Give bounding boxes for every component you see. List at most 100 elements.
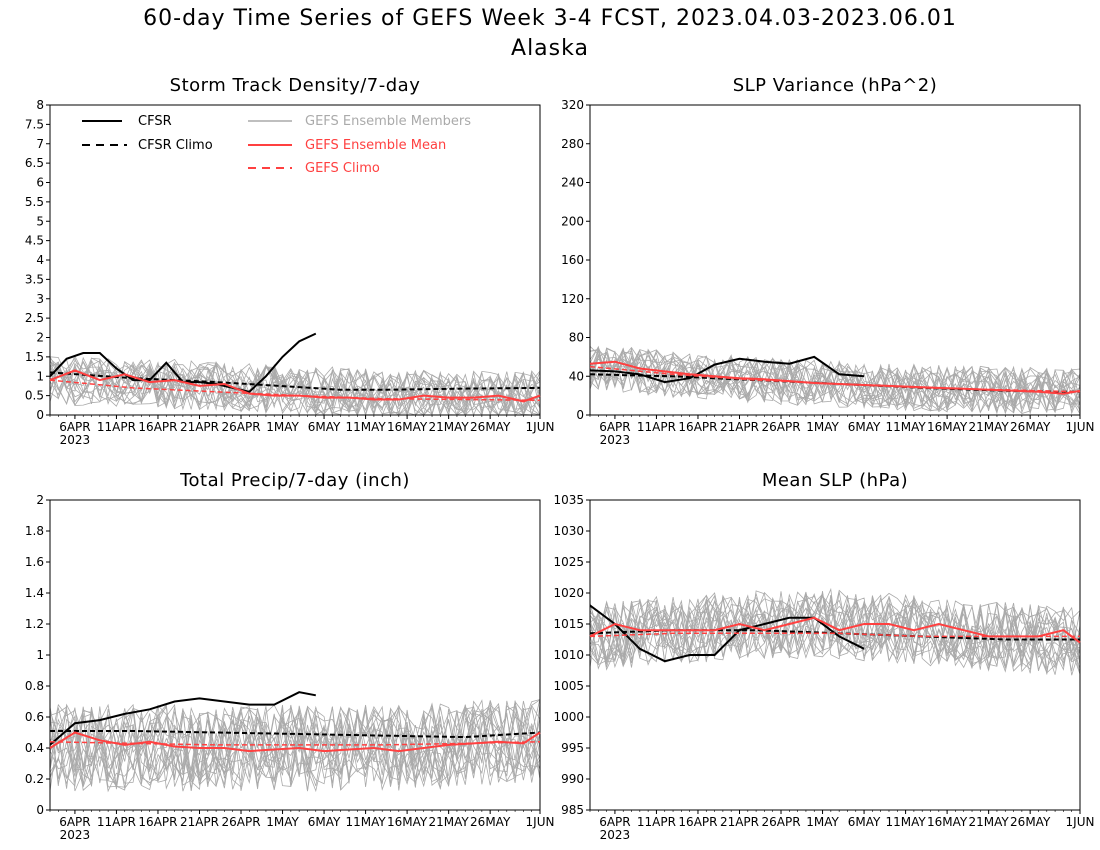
- ytick-label-mean-slp: 995: [561, 741, 584, 755]
- panel-frame-storm-track: [49, 104, 541, 416]
- ytick-label-slp-variance: 40: [569, 369, 584, 383]
- member-line-total-precip: [49, 699, 541, 790]
- legend-cfsr-climo-label: CFSR Climo: [138, 138, 213, 153]
- xtick-label-slp-variance: 26MAY: [1010, 420, 1051, 434]
- xtick-label-total-precip: 11MAY: [345, 815, 386, 829]
- ytick-label-storm-track: 5: [36, 214, 44, 228]
- series-line-total-precip-cfsr-climo: [50, 730, 541, 739]
- ytick-label-storm-track: 2: [36, 331, 44, 345]
- ytick-label-total-precip: 1.2: [25, 617, 44, 631]
- ytick-label-storm-track: 4.5: [25, 234, 44, 248]
- xtick-label-total-precip: 16APR: [138, 815, 177, 829]
- xtick-label-mean-slp: 11APR: [637, 815, 676, 829]
- xtick-label-slp-variance: 1MAY: [806, 420, 839, 434]
- xtick-label-storm-track: 11MAY: [345, 420, 386, 434]
- xtick-label-total-precip: 6MAY: [308, 815, 341, 829]
- xtick-label-total-precip: 16MAY: [387, 815, 428, 829]
- member-line-mean-slp: [589, 595, 1081, 672]
- xtick-year-label-total-precip: 2023: [60, 828, 91, 842]
- chart-title-line2: Alaska: [511, 36, 589, 61]
- xtick-label-total-precip: 6APR: [59, 815, 90, 829]
- ytick-label-storm-track: 6: [36, 176, 44, 190]
- xtick-label-storm-track: 16APR: [138, 420, 177, 434]
- ytick-label-mean-slp: 1000: [553, 710, 584, 724]
- ytick-label-mean-slp: 1025: [553, 555, 584, 569]
- xtick-label-mean-slp: 16APR: [678, 815, 717, 829]
- panel-title-slp-variance: SLP Variance (hPa^2): [733, 75, 938, 96]
- member-line-mean-slp: [589, 594, 1081, 672]
- ytick-label-total-precip: 0.2: [25, 772, 44, 786]
- xtick-label-total-precip: 1JUN: [526, 815, 555, 829]
- ytick-label-total-precip: 1: [36, 648, 44, 662]
- xtick-label-slp-variance: 16MAY: [927, 420, 968, 434]
- ytick-label-mean-slp: 1020: [553, 586, 584, 600]
- xtick-label-storm-track: 6APR: [59, 420, 90, 434]
- legend-cfsr-label: CFSR: [138, 114, 172, 129]
- xtick-label-slp-variance: 6APR: [599, 420, 630, 434]
- xtick-label-total-precip: 26APR: [221, 815, 260, 829]
- member-line-slp-variance: [589, 349, 1081, 411]
- ytick-label-storm-track: 1: [36, 369, 44, 383]
- ytick-label-slp-variance: 0: [576, 408, 584, 422]
- ytick-label-slp-variance: 120: [561, 292, 584, 306]
- legend-gefs-climo-label: GEFS Climo: [305, 161, 380, 176]
- ytick-label-storm-track: 1.5: [25, 350, 44, 364]
- panel-title-storm-track: Storm Track Density/7-day: [170, 75, 421, 96]
- xtick-label-mean-slp: 21APR: [720, 815, 759, 829]
- ytick-label-slp-variance: 240: [561, 176, 584, 190]
- xtick-label-slp-variance: 11MAY: [885, 420, 926, 434]
- ytick-label-total-precip: 0.4: [25, 741, 44, 755]
- ytick-label-mean-slp: 1030: [553, 524, 584, 538]
- series-line-slp-variance-cfsr: [589, 355, 865, 384]
- series-line-total-precip-gefs-climo: [49, 741, 541, 746]
- xtick-label-slp-variance: 1JUN: [1066, 420, 1095, 434]
- member-line-mean-slp: [589, 593, 1081, 672]
- xtick-year-label-mean-slp: 2023: [600, 828, 631, 842]
- member-line-slp-variance: [589, 348, 1081, 414]
- ytick-label-total-precip: 0: [36, 803, 44, 817]
- xtick-label-mean-slp: 16MAY: [927, 815, 968, 829]
- xtick-label-storm-track: 6MAY: [308, 420, 341, 434]
- xtick-label-storm-track: 26APR: [221, 420, 260, 434]
- ytick-label-slp-variance: 160: [561, 253, 584, 267]
- member-line-mean-slp: [589, 590, 1081, 675]
- ytick-label-mean-slp: 1005: [553, 679, 584, 693]
- xtick-label-mean-slp: 26MAY: [1010, 815, 1051, 829]
- member-line-total-precip: [49, 704, 541, 791]
- ytick-label-storm-track: 3: [36, 292, 44, 306]
- xtick-label-total-precip: 11APR: [97, 815, 136, 829]
- member-line-storm-track: [49, 358, 541, 417]
- xtick-label-total-precip: 21MAY: [429, 815, 470, 829]
- xtick-label-slp-variance: 26APR: [761, 420, 800, 434]
- xtick-label-slp-variance: 11APR: [637, 420, 676, 434]
- xtick-label-storm-track: 21MAY: [429, 420, 470, 434]
- ytick-label-slp-variance: 200: [561, 214, 584, 228]
- xtick-label-total-precip: 1MAY: [266, 815, 299, 829]
- ytick-label-storm-track: 2.5: [25, 311, 44, 325]
- ytick-label-mean-slp: 985: [561, 803, 584, 817]
- xtick-label-total-precip: 26MAY: [470, 815, 511, 829]
- xtick-year-label-storm-track: 2023: [60, 433, 91, 447]
- xtick-label-mean-slp: 1JUN: [1066, 815, 1095, 829]
- panel-title-mean-slp: Mean SLP (hPa): [762, 470, 908, 491]
- xtick-label-storm-track: 21APR: [180, 420, 219, 434]
- chart-title-line1: 60-day Time Series of GEFS Week 3-4 FCST…: [143, 6, 957, 31]
- panel-storm-track: [49, 355, 541, 417]
- xtick-label-mean-slp: 26APR: [761, 815, 800, 829]
- xtick-label-mean-slp: 6APR: [599, 815, 630, 829]
- series-line-slp-variance-gefs-climo: [589, 365, 1081, 393]
- panel-title-total-precip: Total Precip/7-day (inch): [179, 470, 410, 491]
- xtick-label-slp-variance: 16APR: [678, 420, 717, 434]
- ytick-label-storm-track: 7: [36, 137, 44, 151]
- ytick-label-mean-slp: 990: [561, 772, 584, 786]
- member-line-mean-slp: [589, 591, 1081, 674]
- series-line-storm-track-gefs-climo: [49, 379, 541, 402]
- ytick-label-storm-track: 5.5: [25, 195, 44, 209]
- ytick-label-storm-track: 4: [36, 253, 44, 267]
- ytick-label-storm-track: 8: [36, 98, 44, 112]
- legend-members-label: GEFS Ensemble Members: [305, 114, 471, 129]
- xtick-label-storm-track: 1JUN: [526, 420, 555, 434]
- ytick-label-total-precip: 1.8: [25, 524, 44, 538]
- panel-mean-slp: [589, 587, 1081, 676]
- ytick-label-slp-variance: 320: [561, 98, 584, 112]
